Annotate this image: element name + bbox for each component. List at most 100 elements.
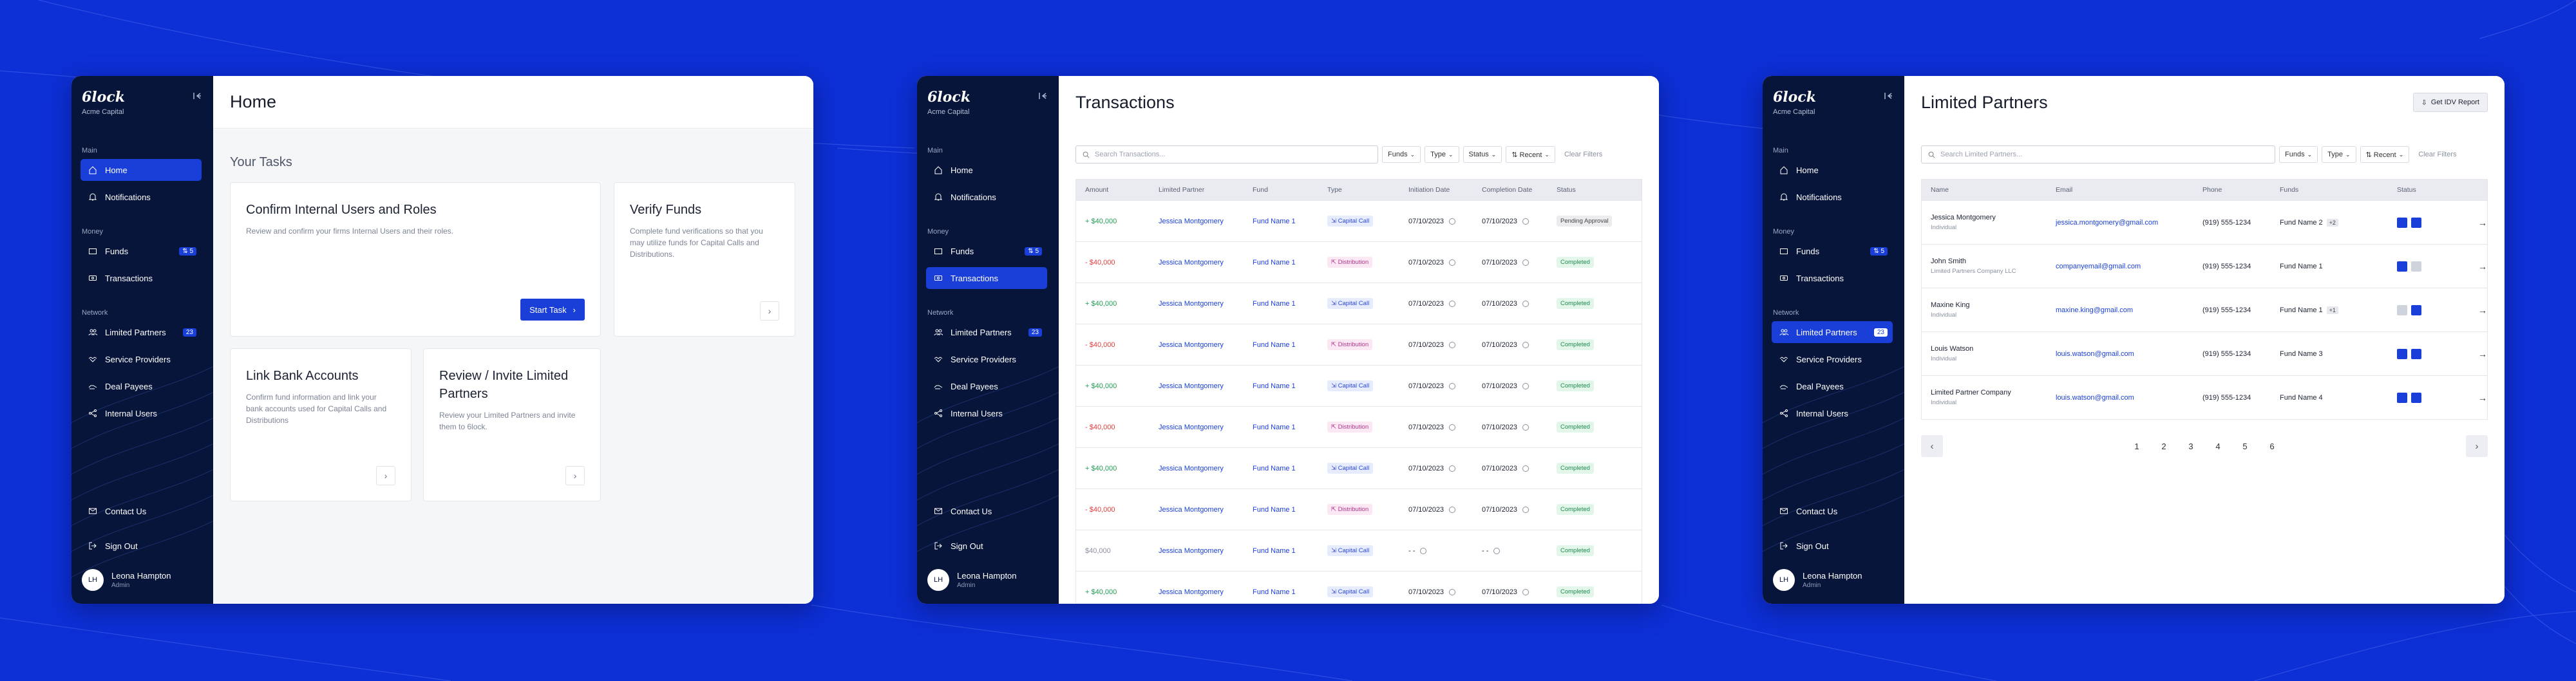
table-row[interactable]: + $40,000 Jessica Montgomery Fund Name 1 ⇲ … bbox=[1076, 200, 1642, 241]
table-row[interactable]: + $40,000 Jessica Montgomery Fund Name 1 ⇲ … bbox=[1076, 283, 1642, 324]
table-row[interactable]: Jessica Montgomery Individual jessica.mont… bbox=[1922, 200, 2487, 244]
table-row[interactable]: Maxine King Individual maxine.king@gmail.c… bbox=[1922, 288, 2487, 331]
task-card-verify-funds[interactable]: Verify Funds Complete fund verifications… bbox=[614, 182, 795, 337]
chevron-right-icon[interactable]: › bbox=[376, 466, 395, 485]
clear-filters-button[interactable]: Clear Filters bbox=[1564, 151, 1603, 158]
limited-partner-link[interactable]: Jessica Montgomery bbox=[1159, 217, 1224, 225]
nav-internal-users[interactable]: Internal Users bbox=[80, 402, 202, 424]
fund-link[interactable]: Fund Name 1 bbox=[1253, 588, 1296, 596]
page-number[interactable]: 1 bbox=[2134, 441, 2139, 451]
nav-deal-payees[interactable]: Deal Payees bbox=[926, 375, 1047, 397]
nav-contact-us[interactable]: Contact Us bbox=[1772, 500, 1893, 522]
type-filter[interactable]: Type ⌄ bbox=[1425, 146, 1459, 163]
limited-partner-link[interactable]: Jessica Montgomery bbox=[1159, 258, 1224, 266]
nav-sign-out[interactable]: Sign Out bbox=[926, 535, 1047, 557]
table-row[interactable]: - $40,000 Jessica Montgomery Fund Name 1 ⇱ … bbox=[1076, 241, 1642, 283]
limited-partner-link[interactable]: Jessica Montgomery bbox=[1159, 382, 1224, 390]
funds-filter[interactable]: Funds ⌄ bbox=[2279, 146, 2318, 163]
task-card-review-lps[interactable]: Review / Invite Limited Partners Review … bbox=[423, 348, 601, 501]
sort-filter[interactable]: ⇅ Recent ⌄ bbox=[2360, 146, 2410, 163]
chevron-right-icon[interactable]: › bbox=[565, 466, 585, 485]
nav-sign-out[interactable]: Sign Out bbox=[80, 535, 202, 557]
nav-service-providers[interactable]: Service Providers bbox=[1772, 348, 1893, 370]
user-profile[interactable]: LH Leona Hampton Admin bbox=[927, 569, 1017, 591]
nav-internal-users[interactable]: Internal Users bbox=[926, 402, 1047, 424]
nav-limited-partners[interactable]: Limited Partners 23 bbox=[80, 321, 202, 343]
table-row[interactable]: + $40,000 Jessica Montgomery Fund Name 1 ⇲ … bbox=[1076, 365, 1642, 406]
email-link[interactable]: jessica.montgomery@gmail.com bbox=[2056, 218, 2159, 227]
more-funds-tag[interactable]: +2 bbox=[2326, 218, 2338, 227]
email-link[interactable]: louis.watson@gmail.com bbox=[2056, 393, 2134, 402]
fund-link[interactable]: Fund Name 1 bbox=[1253, 217, 1296, 225]
limited-partner-link[interactable]: Jessica Montgomery bbox=[1159, 299, 1224, 308]
sort-filter[interactable]: ⇅ Recent ⌄ bbox=[1506, 146, 1555, 163]
nav-transactions[interactable]: Transactions bbox=[80, 267, 202, 289]
fund-link[interactable]: Fund Name 1 bbox=[1253, 258, 1296, 266]
table-row[interactable]: John Smith Limited Partners Company LLC co… bbox=[1922, 244, 2487, 288]
limited-partner-link[interactable]: Jessica Montgomery bbox=[1159, 340, 1224, 349]
limited-partner-link[interactable]: Jessica Montgomery bbox=[1159, 423, 1224, 431]
page-number[interactable]: 2 bbox=[2161, 441, 2166, 451]
column-header[interactable]: Name bbox=[1931, 186, 1949, 194]
column-header[interactable]: Phone bbox=[2202, 186, 2222, 194]
row-action[interactable]: → bbox=[2459, 393, 2497, 403]
page-number[interactable]: 3 bbox=[2188, 441, 2193, 451]
table-row[interactable]: Louis Watson Individual louis.watson@gmail… bbox=[1922, 331, 2487, 375]
nav-home[interactable]: Home bbox=[926, 159, 1047, 181]
search-input[interactable]: Search Limited Partners... bbox=[1921, 145, 2275, 163]
nav-internal-users[interactable]: Internal Users bbox=[1772, 402, 1893, 424]
limited-partner-link[interactable]: Jessica Montgomery bbox=[1159, 464, 1224, 472]
user-profile[interactable]: LH Leona Hampton Admin bbox=[82, 569, 171, 591]
nav-notifications[interactable]: Notifications bbox=[926, 186, 1047, 208]
table-row[interactable]: Limited Partner Company Individual louis.w… bbox=[1922, 375, 2487, 419]
row-action[interactable]: → bbox=[2459, 218, 2497, 228]
nav-deal-payees[interactable]: Deal Payees bbox=[80, 375, 202, 397]
start-task-button[interactable]: Start Task › bbox=[520, 299, 585, 321]
email-link[interactable]: maxine.king@gmail.com bbox=[2056, 306, 2133, 314]
nav-home[interactable]: Home bbox=[80, 159, 202, 181]
limited-partner-link[interactable]: Jessica Montgomery bbox=[1159, 505, 1224, 514]
column-header[interactable]: Email bbox=[2056, 186, 2073, 194]
table-row[interactable]: - $40,000 Jessica Montgomery Fund Name 1 ⇱ … bbox=[1076, 489, 1642, 530]
task-card-confirm-users[interactable]: Confirm Internal Users and Roles Review … bbox=[230, 182, 601, 337]
nav-home[interactable]: Home bbox=[1772, 159, 1893, 181]
email-link[interactable]: companyemail@gmail.com bbox=[2056, 262, 2141, 270]
funds-filter[interactable]: Funds ⌄ bbox=[1382, 146, 1421, 163]
more-funds-tag[interactable]: +1 bbox=[2326, 306, 2338, 314]
column-header[interactable]: Status bbox=[1557, 186, 1576, 194]
column-header[interactable]: Initiation Date bbox=[1408, 186, 1450, 194]
nav-notifications[interactable]: Notifications bbox=[1772, 186, 1893, 208]
type-filter[interactable]: Type ⌄ bbox=[2322, 146, 2356, 163]
nav-service-providers[interactable]: Service Providers bbox=[80, 348, 202, 370]
column-header[interactable]: Status bbox=[2397, 186, 2416, 194]
nav-funds[interactable]: Funds ⇅ 5 bbox=[1772, 240, 1893, 262]
table-row[interactable]: - $40,000 Jessica Montgomery Fund Name 1 ⇱ … bbox=[1076, 324, 1642, 365]
limited-partner-link[interactable]: Jessica Montgomery bbox=[1159, 588, 1224, 596]
column-header[interactable]: Type bbox=[1327, 186, 1342, 194]
fund-link[interactable]: Fund Name 1 bbox=[1253, 464, 1296, 472]
get-idv-report-button[interactable]: ⇩ Get IDV Report bbox=[2412, 93, 2488, 112]
page-number[interactable]: 5 bbox=[2242, 441, 2248, 451]
fund-link[interactable]: Fund Name 1 bbox=[1253, 299, 1296, 308]
page-number[interactable]: 4 bbox=[2215, 441, 2221, 451]
nav-notifications[interactable]: Notifications bbox=[80, 186, 202, 208]
row-action[interactable]: → bbox=[2459, 261, 2497, 272]
column-header[interactable]: Limited Partner bbox=[1159, 186, 1205, 194]
chevron-right-icon[interactable]: › bbox=[760, 301, 779, 321]
row-action[interactable]: → bbox=[2459, 305, 2497, 315]
limited-partner-link[interactable]: Jessica Montgomery bbox=[1159, 546, 1224, 555]
nav-transactions[interactable]: Transactions bbox=[1772, 267, 1893, 289]
table-row[interactable]: + $40,000 Jessica Montgomery Fund Name 1 ⇲ … bbox=[1076, 571, 1642, 604]
nav-funds[interactable]: Funds ⇅ 5 bbox=[80, 240, 202, 262]
fund-link[interactable]: Fund Name 1 bbox=[1253, 340, 1296, 349]
search-input[interactable]: Search Transactions... bbox=[1075, 145, 1378, 163]
user-profile[interactable]: LH Leona Hampton Admin bbox=[1773, 569, 1862, 591]
fund-link[interactable]: Fund Name 1 bbox=[1253, 423, 1296, 431]
collapse-sidebar-icon[interactable] bbox=[1037, 90, 1048, 102]
nav-deal-payees[interactable]: Deal Payees bbox=[1772, 375, 1893, 397]
row-action[interactable]: → bbox=[2459, 349, 2497, 359]
nav-limited-partners[interactable]: Limited Partners 23 bbox=[1772, 321, 1893, 343]
nav-contact-us[interactable]: Contact Us bbox=[926, 500, 1047, 522]
task-card-link-bank[interactable]: Link Bank Accounts Confirm fund informat… bbox=[230, 348, 412, 501]
nav-service-providers[interactable]: Service Providers bbox=[926, 348, 1047, 370]
